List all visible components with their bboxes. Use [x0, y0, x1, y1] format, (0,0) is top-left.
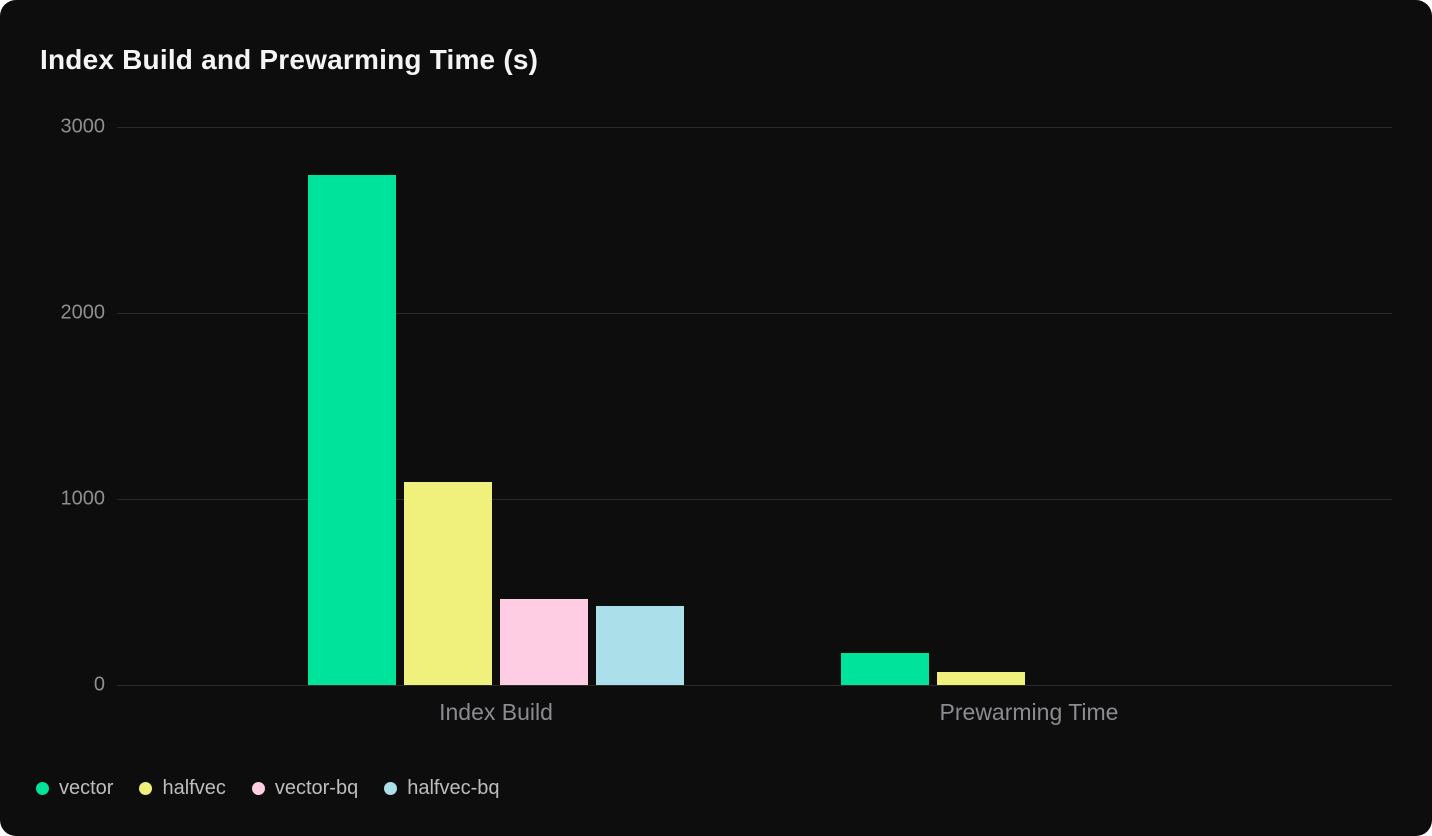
bar-vector-bq-index-build[interactable] — [500, 599, 588, 685]
plot-area: 3000 2000 1000 0 Index Build Prewarming Time — [61, 116, 1392, 725]
bar-group-prewarming-time — [841, 127, 1217, 685]
gridline-2000 — [117, 313, 1392, 314]
legend-item-vector-bq[interactable]: vector-bq — [251, 777, 359, 800]
bar-halfvec-bq-index-build[interactable] — [596, 605, 684, 685]
y-tick-label: 0 — [93, 673, 105, 696]
legend-item-halfvec[interactable]: halfvec — [139, 777, 226, 800]
legend-item-vector[interactable]: vector — [36, 777, 113, 800]
bar-vector-index-build[interactable] — [308, 175, 396, 685]
x-tick-label: Index Build — [439, 699, 553, 725]
legend-item-halfvec-bq[interactable]: halfvec-bq — [384, 777, 500, 800]
legend-label: halfvec-bq — [407, 777, 500, 799]
gridline-1000 — [117, 499, 1392, 500]
chart-title: Index Build and Prewarming Time (s) — [40, 44, 539, 75]
chart-legend: vector halfvec vector-bq halfvec-bq — [36, 777, 500, 800]
x-tick-label: Prewarming Time — [939, 699, 1119, 725]
bar-group-index-build — [308, 127, 684, 685]
legend-dot-icon — [384, 782, 398, 795]
legend-dot-icon — [36, 782, 49, 795]
bar-vector-prewarming-time[interactable] — [841, 653, 929, 685]
y-tick-label: 2000 — [60, 301, 106, 324]
y-tick-label: 3000 — [60, 115, 106, 138]
gridline-3000 — [117, 127, 1392, 128]
bar-halfvec-prewarming-time[interactable] — [937, 671, 1025, 685]
legend-dot-icon — [139, 782, 153, 795]
legend-label: vector — [59, 777, 114, 799]
y-tick-label: 1000 — [60, 487, 106, 510]
legend-label: halfvec — [162, 777, 226, 799]
bar-halfvec-index-build[interactable] — [404, 482, 492, 685]
legend-dot-icon — [251, 782, 265, 795]
legend-label: vector-bq — [274, 777, 359, 799]
gridline-0 — [117, 685, 1392, 686]
